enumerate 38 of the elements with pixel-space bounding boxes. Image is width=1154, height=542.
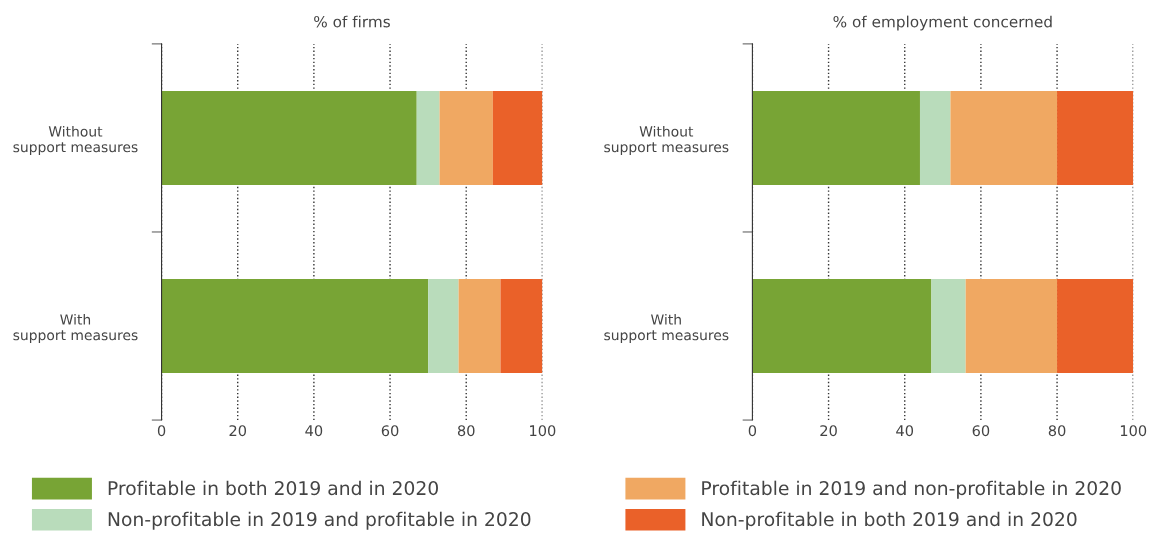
bar bbox=[416, 90, 440, 185]
x-tick-label: 60 bbox=[381, 425, 399, 437]
legend-label: Profitable in 2019 and non-profitable in 2020 bbox=[702, 480, 1121, 499]
y-tick-label: Without support measures bbox=[13, 125, 138, 155]
x-tick-label: 0 bbox=[748, 425, 757, 437]
chart-title: % of firms bbox=[314, 15, 390, 28]
x-tick-label: 40 bbox=[896, 425, 914, 437]
bar bbox=[428, 278, 459, 374]
bar bbox=[1057, 90, 1134, 185]
bar bbox=[492, 90, 543, 185]
bar bbox=[439, 90, 493, 185]
bar bbox=[919, 90, 951, 185]
y-tick-label: Without support measures bbox=[604, 125, 729, 155]
y-tick-label: With support measures bbox=[604, 314, 729, 344]
bar bbox=[161, 90, 417, 185]
x-tick-label: 100 bbox=[530, 425, 556, 437]
legend-label: Non-profitable in both 2019 and in 2020 bbox=[702, 511, 1077, 530]
bar bbox=[752, 90, 920, 185]
x-tick-label: 80 bbox=[1048, 425, 1066, 437]
chart-title: % of employment concerned bbox=[833, 15, 1052, 31]
bar bbox=[752, 278, 932, 374]
bar bbox=[500, 278, 543, 374]
x-tick-label: 60 bbox=[972, 425, 990, 437]
x-tick-label: 80 bbox=[457, 425, 475, 437]
bar bbox=[1057, 278, 1134, 374]
legend-label: Non-profitable in 2019 and profitable in 2020 bbox=[108, 511, 531, 530]
x-tick-label: 0 bbox=[157, 425, 166, 437]
legend-label: Profitable in both 2019 and in 2020 bbox=[108, 480, 438, 496]
bar bbox=[458, 278, 501, 374]
x-tick-label: 100 bbox=[1120, 425, 1147, 437]
x-tick-label: 20 bbox=[229, 425, 247, 437]
y-tick-label: With support measures bbox=[13, 314, 138, 344]
bar bbox=[965, 278, 1058, 374]
bar bbox=[931, 278, 966, 374]
bar bbox=[161, 278, 429, 374]
bar bbox=[950, 90, 1058, 185]
x-tick-label: 40 bbox=[305, 425, 323, 437]
x-tick-label: 20 bbox=[820, 425, 837, 437]
